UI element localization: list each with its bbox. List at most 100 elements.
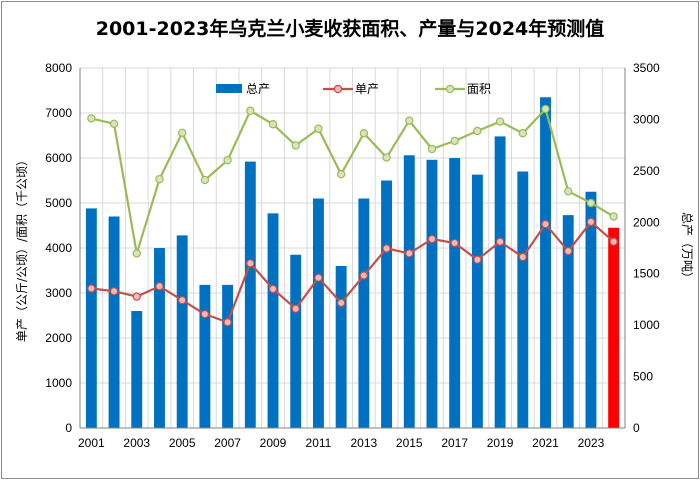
point-yield [609, 237, 618, 246]
x-tick-label: 2005 [169, 436, 196, 450]
bar [426, 159, 438, 429]
point-yield [541, 219, 550, 229]
point-yield [450, 238, 459, 248]
point-area [223, 156, 232, 165]
y-right-tick-label: 2500 [633, 164, 660, 178]
y-right-axis-label: 总产（万吨） [680, 212, 694, 284]
y-left-axis-label: 单产（公斤/公顷）/面积（千公顷） [15, 154, 29, 342]
point-yield [200, 309, 210, 319]
point-yield [268, 284, 278, 294]
point-area [541, 104, 550, 114]
point-yield [382, 244, 391, 253]
y-right-tick-label: 0 [633, 421, 640, 435]
bar [108, 216, 120, 428]
point-yield [87, 284, 96, 293]
point-area [314, 124, 323, 133]
y-left-tick-label: 7000 [45, 106, 72, 120]
y-left-tick-label: 6000 [45, 151, 72, 165]
x-tick-label: 2003 [123, 436, 150, 450]
bar [267, 213, 279, 428]
bar [471, 174, 483, 428]
legend-marker-yield [333, 84, 343, 94]
bar-forecast [608, 227, 620, 428]
bar [449, 158, 461, 428]
legend-label: 总产 [246, 82, 270, 96]
bar [381, 180, 393, 428]
bar [85, 208, 97, 428]
bar [517, 171, 529, 428]
point-yield [405, 249, 414, 258]
series-line-yield [91, 220, 615, 324]
legend-marker-area [445, 84, 455, 94]
point-yield [336, 298, 346, 308]
point-area [495, 117, 505, 126]
point-area [518, 129, 528, 138]
x-tick-label: 2023 [578, 436, 605, 450]
point-yield [427, 234, 437, 244]
y-right-tick-label: 3500 [633, 61, 660, 75]
point-yield [359, 271, 369, 280]
x-tick-label: 2015 [396, 436, 423, 450]
point-area [291, 141, 300, 150]
point-area [586, 198, 596, 208]
bar [131, 311, 143, 428]
point-yield [564, 246, 573, 256]
point-yield [177, 296, 187, 305]
x-tick-label: 2017 [441, 436, 468, 450]
bar [403, 155, 415, 429]
bar [222, 284, 234, 428]
bar [585, 191, 597, 428]
bar [176, 235, 188, 428]
y-left-tick-label: 8000 [45, 61, 72, 75]
point-yield [518, 252, 528, 262]
y-left-tick-label: 4000 [45, 241, 72, 255]
point-yield [495, 237, 505, 246]
x-tick-label: 2013 [351, 436, 378, 450]
bar [244, 161, 256, 428]
bar [154, 248, 165, 428]
point-area [359, 129, 369, 138]
bar [335, 266, 347, 428]
point-yield [155, 282, 164, 291]
legend-swatch-total [216, 84, 242, 93]
point-yield [586, 217, 596, 227]
point-area [405, 116, 414, 125]
y-left-tick-label: 1000 [45, 376, 72, 390]
point-area [427, 144, 437, 154]
x-tick-label: 2001 [78, 436, 105, 450]
chart-title: 2001-2023年乌克兰小麦收获面积、产量与2024年预测值 [95, 18, 605, 40]
point-area [155, 174, 164, 184]
point-area [268, 120, 278, 129]
bar [290, 254, 302, 428]
point-area [382, 153, 391, 162]
point-area [109, 119, 119, 129]
point-area [564, 187, 573, 196]
y-right-tick-label: 3000 [633, 112, 660, 126]
legend-label: 面积 [467, 82, 491, 96]
point-yield [223, 318, 232, 327]
y-right-tick-label: 2000 [633, 215, 660, 229]
point-area [87, 114, 96, 123]
y-right-tick-label: 1500 [633, 267, 660, 281]
y-right-tick-label: 500 [633, 370, 653, 384]
legend-label: 单产 [355, 82, 379, 96]
point-yield [473, 255, 482, 264]
point-area [246, 106, 255, 115]
bar [199, 284, 211, 428]
point-yield [314, 273, 323, 282]
point-area [473, 126, 482, 136]
point-area [609, 212, 618, 221]
series-line-area [91, 107, 615, 255]
point-yield [291, 304, 300, 313]
point-area [336, 169, 346, 179]
x-tick-label: 2021 [532, 436, 559, 450]
bar [540, 97, 551, 428]
x-tick-label: 2011 [306, 436, 332, 450]
bar [494, 136, 506, 428]
bar [358, 198, 370, 428]
x-tick-label: 2009 [260, 436, 287, 450]
y-left-tick-label: 5000 [45, 196, 72, 210]
y-left-tick-label: 2000 [45, 331, 72, 345]
y-right-tick-label: 1000 [633, 318, 660, 332]
